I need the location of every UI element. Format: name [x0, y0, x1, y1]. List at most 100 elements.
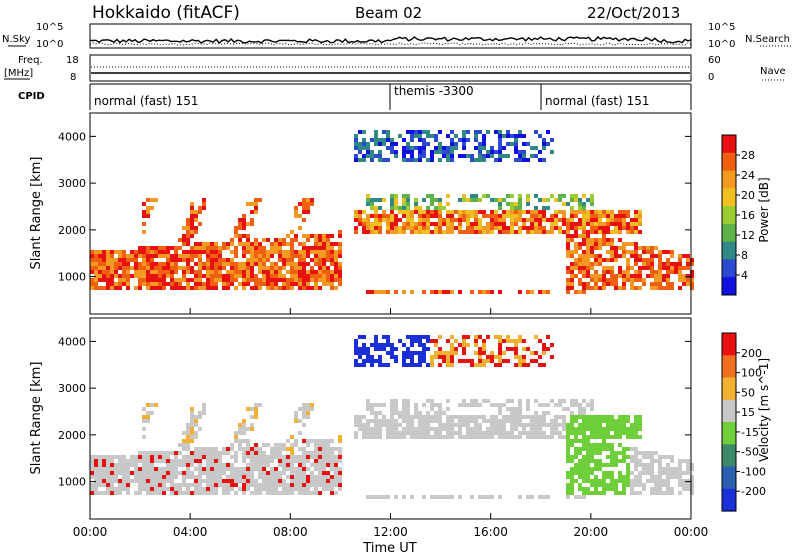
power-cell [574, 210, 578, 214]
velocity-cell [390, 399, 394, 403]
velocity-cell [226, 491, 230, 495]
velocity-cell [614, 451, 618, 455]
power-cell [486, 194, 490, 198]
velocity-cell [602, 443, 606, 447]
power-cell [650, 258, 654, 262]
power-cell [582, 290, 586, 294]
power-cell [682, 254, 686, 258]
power-cell [486, 290, 490, 294]
power-cell [438, 290, 442, 294]
velocity-cell [534, 351, 538, 355]
velocity-cell [574, 399, 578, 403]
power-cell [566, 254, 570, 258]
power-cell [518, 130, 522, 134]
power-cell [286, 250, 290, 254]
velocity-cell [210, 467, 214, 471]
power-cell [306, 278, 310, 282]
power-cell [614, 222, 618, 226]
power-cell [626, 210, 630, 214]
velocity-cell [486, 399, 490, 403]
power-cell [614, 258, 618, 262]
velocity-cell [154, 451, 158, 455]
velocity-cell [598, 435, 602, 439]
velocity-cell [486, 495, 490, 499]
velocity-cell [606, 455, 610, 459]
power-cell [474, 158, 478, 162]
power-cell [542, 206, 546, 210]
power-cell [514, 158, 518, 162]
velocity-cell [642, 455, 646, 459]
velocity-cell [462, 359, 466, 363]
power-cell [362, 158, 366, 162]
power-cell [478, 130, 482, 134]
power-cell [278, 238, 282, 242]
power-cell [374, 226, 378, 230]
power-cell [278, 270, 282, 274]
velocity-cell [98, 483, 102, 487]
power-cell [214, 270, 218, 274]
velocity-cell [206, 491, 210, 495]
velocity-cell [586, 439, 590, 443]
velocity-cell [542, 403, 546, 407]
power-cell [362, 142, 366, 146]
power-cell [406, 198, 410, 202]
velocity-cell [330, 487, 334, 491]
power-cell [266, 266, 270, 270]
velocity-cell [566, 439, 570, 443]
velocity-cell [482, 363, 486, 367]
velocity-cell [474, 415, 478, 419]
power-cell [354, 134, 358, 138]
velocity-cell [490, 431, 494, 435]
velocity-cell [190, 407, 194, 411]
velocity-cell [522, 415, 526, 419]
velocity-cell [578, 431, 582, 435]
velocity-cell [190, 463, 194, 467]
velocity-cell [338, 483, 342, 487]
velocity-cell [150, 403, 154, 407]
velocity-cell [474, 431, 478, 435]
power-cell [474, 230, 478, 234]
velocity-cell [146, 455, 150, 459]
velocity-cell [578, 495, 582, 499]
power-cell [574, 230, 578, 234]
velocity-cell [310, 463, 314, 467]
power-cell [402, 198, 406, 202]
power-cell [366, 194, 370, 198]
power-cell [438, 158, 442, 162]
velocity-cell [658, 463, 662, 467]
velocity-cell [522, 359, 526, 363]
power-cell [582, 266, 586, 270]
velocity-cell [162, 471, 166, 475]
velocity-cell [610, 459, 614, 463]
velocity-cell [202, 479, 206, 483]
velocity-cell [322, 463, 326, 467]
velocity-cell [266, 455, 270, 459]
velocity-cell [150, 479, 154, 483]
velocity-cell [354, 359, 358, 363]
velocity-cell [386, 495, 390, 499]
velocity-cell [474, 339, 478, 343]
power-cell [358, 150, 362, 154]
power-cell [326, 254, 330, 258]
power-cell [570, 262, 574, 266]
power-cell [538, 150, 542, 154]
velocity-cell [450, 427, 454, 431]
power-cell [214, 282, 218, 286]
velocity-cell [410, 431, 414, 435]
velocity-cell [174, 487, 178, 491]
power-cell [578, 278, 582, 282]
power-cell [362, 154, 366, 158]
power-cell [434, 138, 438, 142]
velocity-cell [574, 455, 578, 459]
velocity-cell [110, 475, 114, 479]
power-cell [146, 286, 150, 290]
velocity-cell [602, 415, 606, 419]
power-cell [550, 194, 554, 198]
power-cell [146, 250, 150, 254]
power-cell [490, 146, 494, 150]
power-cell [142, 210, 146, 214]
power-cell [538, 198, 542, 202]
velocity-cell [274, 467, 278, 471]
power-cell [274, 238, 278, 242]
velocity-cell [414, 415, 418, 419]
